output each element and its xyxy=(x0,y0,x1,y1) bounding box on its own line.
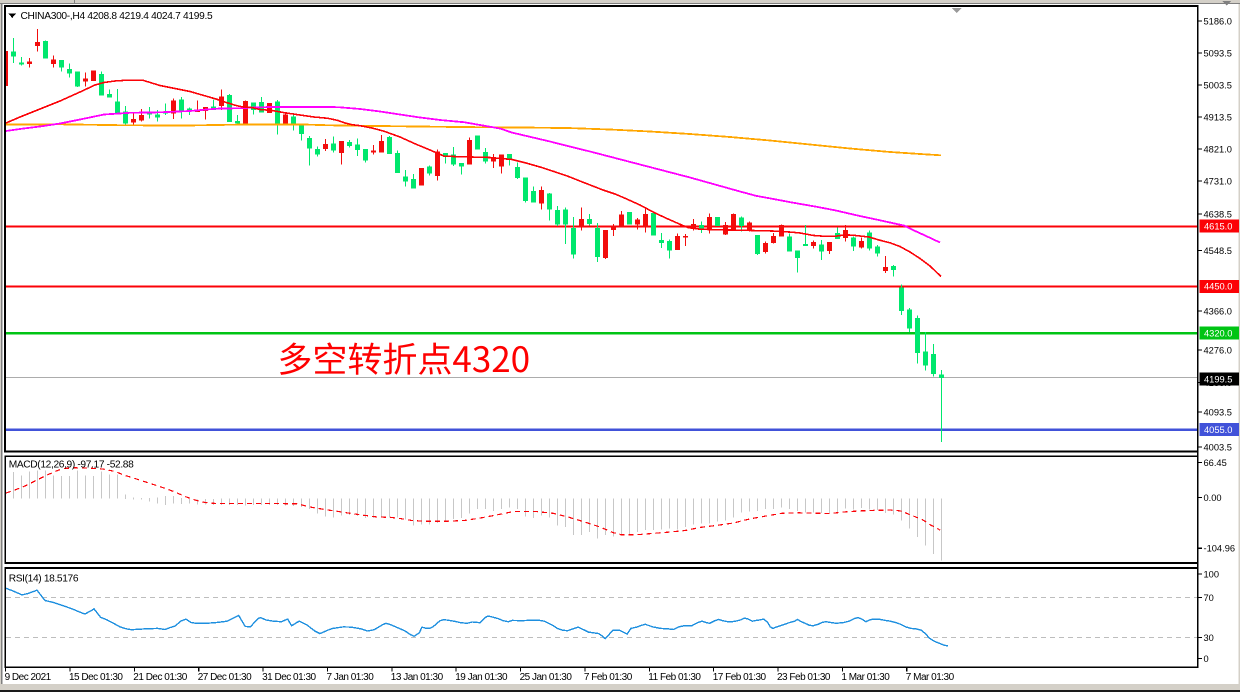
svg-text:4055.0: 4055.0 xyxy=(1204,425,1232,435)
svg-text:1 Mar 01:30: 1 Mar 01:30 xyxy=(841,672,890,683)
svg-text:4638.5: 4638.5 xyxy=(1204,209,1232,219)
svg-text:4548.5: 4548.5 xyxy=(1204,246,1232,256)
svg-text:-104.96: -104.96 xyxy=(1204,544,1236,554)
svg-text:0: 0 xyxy=(1204,654,1209,664)
svg-text:4199.5: 4199.5 xyxy=(1204,374,1232,384)
svg-text:4276.0: 4276.0 xyxy=(1204,345,1232,355)
svg-text:17 Feb 01:30: 17 Feb 01:30 xyxy=(713,672,767,683)
svg-text:66.45: 66.45 xyxy=(1204,458,1227,468)
svg-text:4731.0: 4731.0 xyxy=(1204,176,1232,186)
svg-text:4450.0: 4450.0 xyxy=(1204,282,1232,292)
svg-text:70: 70 xyxy=(1204,593,1214,603)
svg-text:27 Dec 01:30: 27 Dec 01:30 xyxy=(198,672,252,683)
svg-text:7 Jan 01:30: 7 Jan 01:30 xyxy=(327,672,375,683)
svg-text:19 Jan 01:30: 19 Jan 01:30 xyxy=(455,672,508,683)
svg-text:21 Dec 01:30: 21 Dec 01:30 xyxy=(133,672,187,683)
svg-text:7 Mar 01:30: 7 Mar 01:30 xyxy=(906,672,955,683)
svg-text:100: 100 xyxy=(1204,569,1220,579)
svg-text:4913.5: 4913.5 xyxy=(1204,112,1232,122)
svg-text:15 Dec 01:30: 15 Dec 01:30 xyxy=(69,672,123,683)
svg-text:4366.0: 4366.0 xyxy=(1204,306,1232,316)
svg-text:11 Feb 01:30: 11 Feb 01:30 xyxy=(648,672,701,683)
svg-text:RSI(14) 18.5176: RSI(14) 18.5176 xyxy=(9,573,79,584)
svg-text:25 Jan 01:30: 25 Jan 01:30 xyxy=(520,672,573,683)
svg-text:4320.0: 4320.0 xyxy=(1204,328,1232,338)
svg-text:5186.0: 5186.0 xyxy=(1204,16,1232,26)
svg-text:4003.5: 4003.5 xyxy=(1204,442,1232,452)
svg-text:31 Dec 01:30: 31 Dec 01:30 xyxy=(262,672,316,683)
svg-text:MACD(12,26,9) -97.17 -52.88: MACD(12,26,9) -97.17 -52.88 xyxy=(9,459,134,470)
svg-text:5003.5: 5003.5 xyxy=(1204,80,1232,90)
svg-text:30: 30 xyxy=(1204,633,1214,643)
svg-text:4615.0: 4615.0 xyxy=(1204,221,1232,231)
svg-text:4093.5: 4093.5 xyxy=(1204,407,1232,417)
svg-text:0.00: 0.00 xyxy=(1204,493,1222,503)
svg-text:5093.5: 5093.5 xyxy=(1204,48,1232,58)
svg-text:4821.0: 4821.0 xyxy=(1204,144,1232,154)
svg-text:CHINA300-,H4 4208.8 4219.4 40: CHINA300-,H4 4208.8 4219.4 4024.7 4199.5 xyxy=(21,11,214,22)
svg-text:23 Feb 01:30: 23 Feb 01:30 xyxy=(777,672,831,683)
svg-text:7 Feb 01:30: 7 Feb 01:30 xyxy=(584,672,633,683)
svg-text:13 Jan 01:30: 13 Jan 01:30 xyxy=(391,672,444,683)
svg-text:9 Dec 2021: 9 Dec 2021 xyxy=(5,672,52,683)
